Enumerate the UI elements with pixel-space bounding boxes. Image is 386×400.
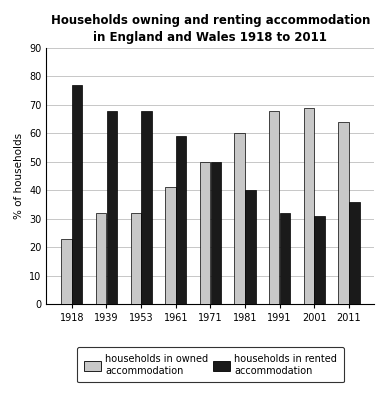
Bar xyxy=(349,202,359,304)
Bar xyxy=(61,238,72,304)
Bar xyxy=(165,187,176,304)
Bar xyxy=(107,110,117,304)
Bar xyxy=(234,133,245,304)
Bar xyxy=(280,213,290,304)
Bar xyxy=(96,213,106,304)
Bar xyxy=(176,136,186,304)
Bar xyxy=(141,110,152,304)
Legend: households in owned
accommodation, households in rented
accommodation: households in owned accommodation, house… xyxy=(77,347,344,382)
Bar xyxy=(315,216,325,304)
Bar xyxy=(304,108,314,304)
Title: Households owning and renting accommodation
in England and Wales 1918 to 2011: Households owning and renting accommodat… xyxy=(51,14,370,44)
Bar xyxy=(269,110,279,304)
Bar xyxy=(210,162,221,304)
Bar xyxy=(245,190,256,304)
Bar xyxy=(200,162,210,304)
Bar xyxy=(130,213,141,304)
Y-axis label: % of households: % of households xyxy=(14,133,24,219)
Bar xyxy=(72,85,82,304)
Bar xyxy=(339,122,349,304)
